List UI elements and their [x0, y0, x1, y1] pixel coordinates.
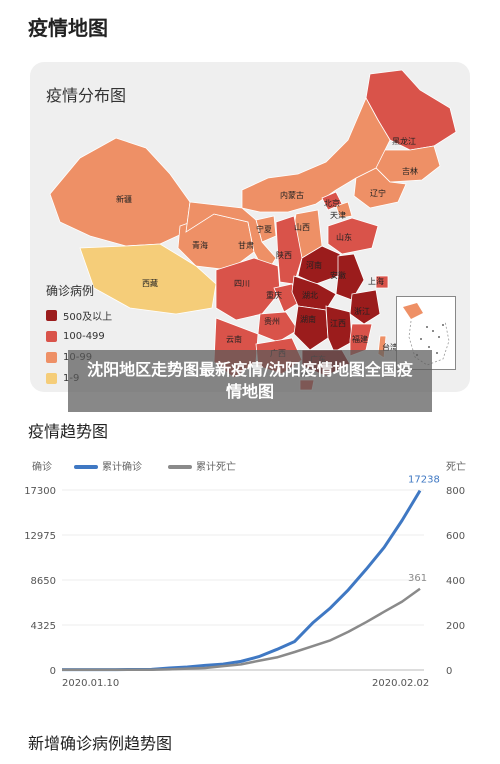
right-tick-label: 800 — [446, 486, 465, 497]
map-label-qinghai: 青海 — [192, 240, 208, 250]
map-label-ningxia: 宁夏 — [256, 224, 272, 234]
map-label-xizang: 西藏 — [142, 278, 158, 288]
province-jiangxi[interactable] — [325, 305, 353, 353]
map-label-tianjin: 天津 — [330, 210, 346, 220]
legend-item: 500及以上 — [46, 305, 112, 326]
map-label-taiwan: 台湾 — [382, 342, 398, 352]
end-label-confirmed: 17238 — [408, 475, 440, 486]
left-tick-label: 12975 — [24, 531, 56, 542]
legend-swatch — [46, 352, 57, 363]
legend-swatch — [46, 373, 57, 384]
map-label-fujian: 福建 — [352, 334, 368, 344]
china-map[interactable]: 黑龙江 吉林 辽宁 内蒙古 北京 天津 新疆 宁夏 山西 山东 青海 甘肃 陕西… — [30, 62, 470, 392]
trend-chart[interactable]: 确诊 死亡 累计确诊 累计死亡 0 4325 8650 12975 17300 0 200… — [0, 450, 500, 700]
province-guizhou[interactable] — [257, 311, 299, 343]
province-xinjiang[interactable] — [49, 137, 191, 247]
map-label-jilin: 吉林 — [402, 166, 418, 176]
right-tick-label: 0 — [446, 666, 452, 677]
chart-grid — [62, 489, 424, 671]
map-label-anhui: 安徽 — [330, 270, 346, 280]
distribution-map-card[interactable]: 黑龙江 吉林 辽宁 内蒙古 北京 天津 新疆 宁夏 山西 山东 青海 甘肃 陕西… — [30, 62, 470, 392]
map-label-shaanxi: 陕西 — [276, 250, 292, 260]
left-axis-ticks: 0 4325 8650 12975 17300 — [24, 486, 56, 677]
map-label-jiangxi: 江西 — [330, 319, 346, 328]
series-line-deaths — [62, 587, 421, 672]
province-hunan[interactable] — [293, 305, 329, 351]
right-axis-ticks: 0 200 400 600 800 — [446, 486, 465, 677]
map-label-chongqing: 重庆 — [266, 290, 282, 300]
map-label-gansu: 甘肃 — [238, 240, 254, 250]
chart-legend: 累计确诊 累计死亡 — [74, 460, 236, 473]
legend-swatch — [46, 310, 57, 321]
trend-section-title: 疫情趋势图 — [28, 422, 109, 441]
province-liaoning[interactable] — [353, 167, 407, 209]
map-label-liaoning: 辽宁 — [370, 188, 386, 198]
map-label-xinjiang: 新疆 — [116, 194, 132, 204]
right-tick-label: 600 — [446, 531, 465, 542]
left-tick-label: 8650 — [31, 576, 56, 587]
legend-title: 确诊病例 — [46, 284, 95, 298]
legend-label-deaths: 累计死亡 — [196, 460, 236, 473]
legend-swatch — [46, 331, 57, 342]
map-label-hunan: 湖南 — [300, 314, 316, 324]
province-shanghai[interactable] — [375, 275, 389, 289]
series-end-labels: 17238 361 — [408, 475, 440, 584]
end-label-deaths: 361 — [408, 573, 427, 584]
province-jilin[interactable] — [375, 145, 441, 183]
map-label-shanxi: 山西 — [294, 222, 310, 232]
province-tianjin[interactable] — [335, 201, 353, 219]
province-sichuan[interactable] — [215, 257, 281, 321]
legend-item: 100-499 — [46, 326, 112, 347]
map-label-yunnan: 云南 — [226, 334, 242, 344]
right-tick-label: 400 — [446, 576, 465, 587]
map-label-shanghai: 上海 — [368, 276, 384, 286]
x-tick-label-end: 2020.02.02 — [372, 678, 429, 689]
left-tick-label: 0 — [50, 666, 56, 677]
province-zhejiang[interactable] — [349, 289, 381, 325]
map-label-hubei: 湖北 — [302, 291, 318, 300]
map-label-neimenggu: 内蒙古 — [280, 190, 304, 200]
right-tick-label: 200 — [446, 621, 465, 632]
x-tick-label-start: 2020.01.10 — [62, 678, 119, 689]
map-label-zhejiang: 浙江 — [354, 306, 370, 316]
headline-overlay[interactable]: 沈阳地区走势图最新疫情/沈阳疫情地图全国疫情地图 — [68, 350, 432, 412]
province-xizang[interactable] — [79, 243, 217, 315]
new-cases-section-title: 新增确诊病例趋势图 — [28, 734, 173, 753]
legend-label: 500及以上 — [63, 312, 113, 323]
map-label-beijing: 北京 — [324, 198, 340, 208]
inset-map — [403, 303, 450, 366]
series-lines — [62, 489, 422, 672]
map-card-title: 疫情分布图 — [46, 86, 127, 105]
page-title: 疫情地图 — [28, 16, 108, 40]
map-label-henan: 河南 — [306, 260, 322, 270]
map-label-guizhou: 贵州 — [264, 316, 280, 326]
map-label-shandong: 山东 — [336, 232, 352, 242]
left-axis-title: 确诊 — [32, 460, 52, 473]
map-label-sichuan: 四川 — [234, 279, 250, 288]
legend-label: 100-499 — [63, 331, 105, 342]
legend-label-confirmed: 累计确诊 — [102, 460, 142, 473]
headline-text: 沈阳地区走势图最新疫情/沈阳疫情地图全国疫情地图 — [87, 360, 413, 401]
left-tick-label: 4325 — [31, 621, 56, 632]
left-tick-label: 17300 — [24, 486, 56, 497]
province-shandong[interactable] — [327, 217, 379, 255]
province-neimenggu[interactable] — [241, 97, 391, 213]
map-label-heilongjiang: 黑龙江 — [392, 136, 416, 146]
right-axis-title: 死亡 — [446, 460, 466, 473]
